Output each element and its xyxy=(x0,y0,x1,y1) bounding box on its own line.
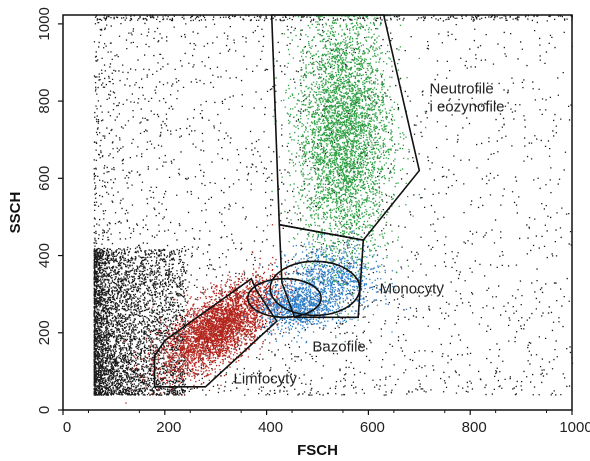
x-tick-label: 1000 xyxy=(559,419,590,436)
y-tick-label: 800 xyxy=(36,89,53,114)
y-axis-ticks: 0 200 400 600 800 1000 xyxy=(36,7,63,414)
gate-label: Limfocyty xyxy=(234,371,298,388)
y-tick-label: 400 xyxy=(36,243,53,268)
dots-monocyty xyxy=(268,221,433,333)
y-tick-label: 0 xyxy=(36,406,53,414)
y-axis-title: SSCH xyxy=(7,192,24,234)
x-tick-label: 600 xyxy=(360,419,385,436)
y-tick-label: 1000 xyxy=(36,7,53,40)
gate-label: Neutrofile xyxy=(429,80,493,97)
dots-limfocyty xyxy=(123,224,320,404)
x-axis-title: FSCH xyxy=(297,442,338,459)
x-tick-label: 400 xyxy=(258,419,283,436)
gate-label: i eozynofile xyxy=(429,98,504,115)
x-axis-ticks: 0 200 400 600 800 1000 xyxy=(62,410,590,436)
cell-dots xyxy=(93,15,574,404)
x-tick-label: 800 xyxy=(462,419,487,436)
dots-neutrofile-i-eozynofile xyxy=(265,15,427,343)
gate-label: Monocyty xyxy=(380,280,445,297)
gate-bazofile-1 xyxy=(246,277,322,319)
x-tick-label: 200 xyxy=(156,419,181,436)
y-tick-label: 200 xyxy=(36,320,53,345)
plot-frame xyxy=(62,14,573,411)
x-tick-label: 0 xyxy=(63,419,71,436)
y-tick-label: 600 xyxy=(36,166,53,191)
gate-label: Bazofile xyxy=(312,338,365,355)
gate-limfocyty-0 xyxy=(153,277,278,388)
dots-bazofile xyxy=(242,264,355,344)
